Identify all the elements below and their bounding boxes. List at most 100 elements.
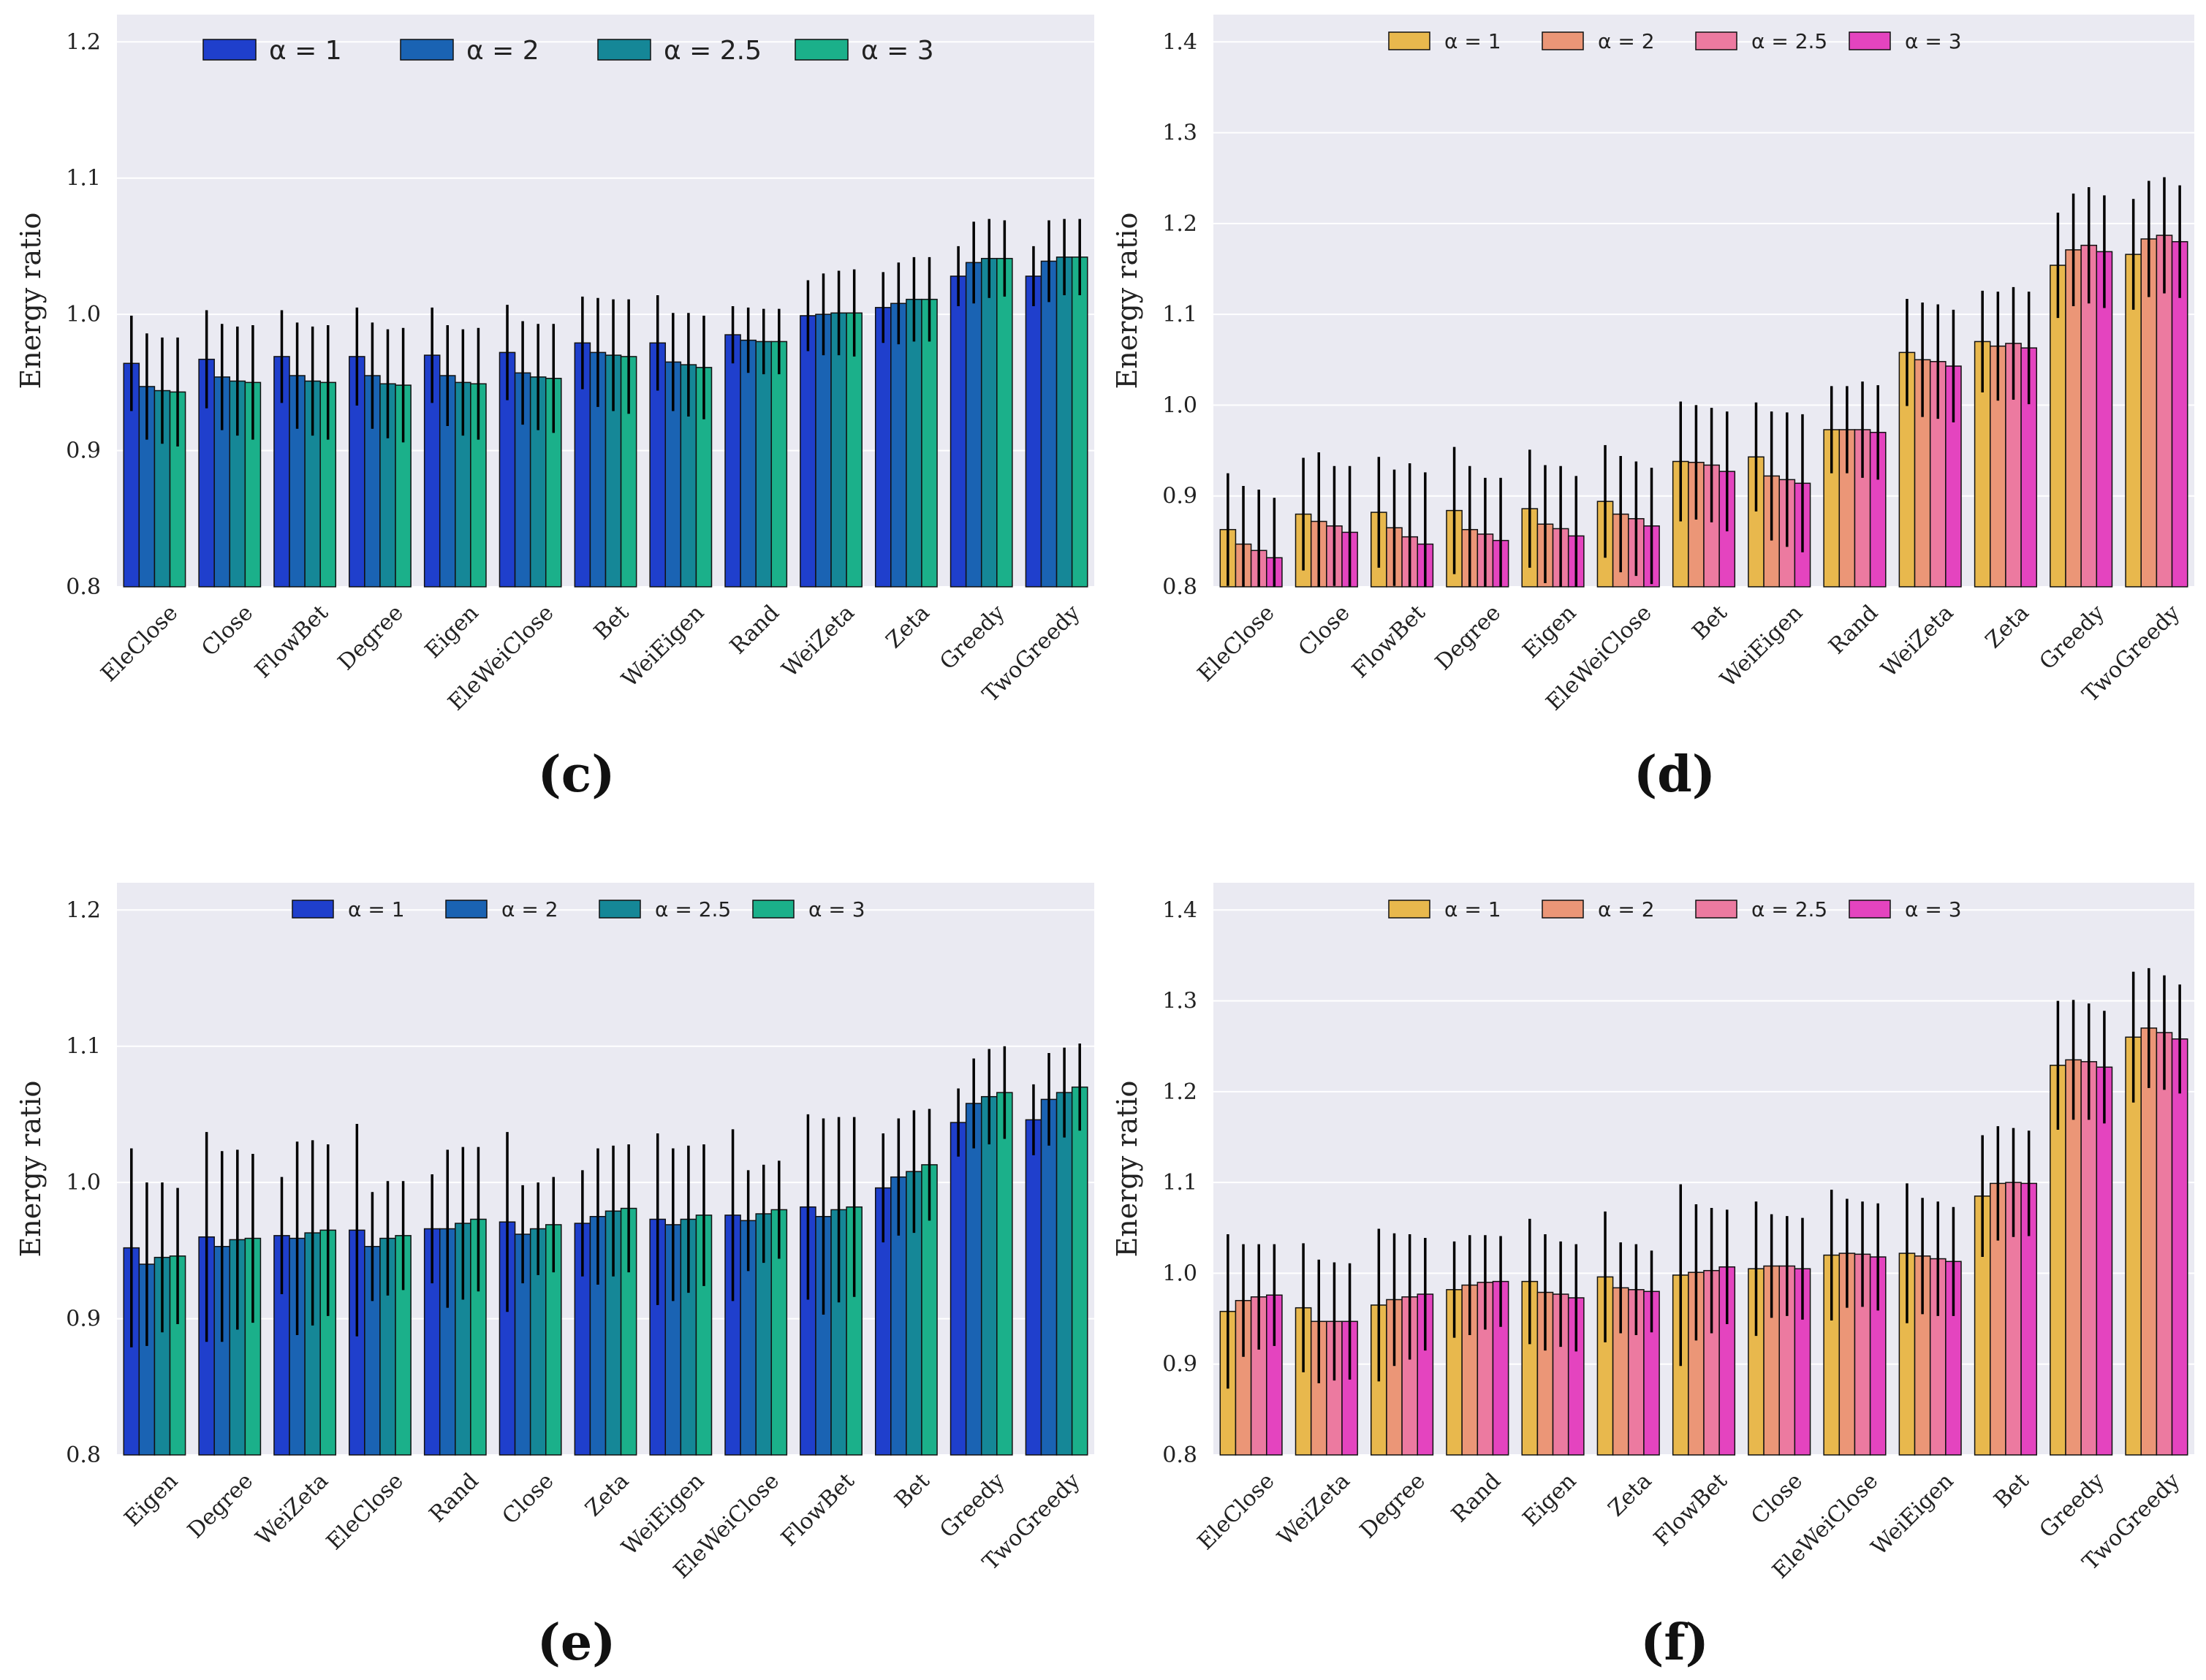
- x-tick-label: Greedy: [2035, 1468, 2110, 1543]
- legend-swatch: [1542, 900, 1584, 919]
- bar: [1025, 1119, 1042, 1456]
- x-tick-label: Eigen: [120, 1468, 183, 1532]
- y-tick-label: 1.4: [1162, 897, 1197, 923]
- chart-panel-3: 0.8 0.9 1.0 1.1 1.2 1.3 1.4 Energy ratio EleClos…: [1111, 883, 2194, 1672]
- x-tick-label: Eigen: [1518, 1468, 1582, 1532]
- y-tick-label: 1.3: [1162, 121, 1197, 146]
- x-tick-label: Greedy: [935, 1468, 1010, 1543]
- legend-label: α = 2.5: [1751, 29, 1827, 53]
- x-tick-label: Degree: [183, 1468, 258, 1543]
- bar: [890, 303, 907, 588]
- bar: [2171, 1038, 2188, 1456]
- x-tick-label: Close: [1294, 600, 1355, 661]
- x-tick-label: WeiEigen: [1866, 1468, 1958, 1560]
- legend-swatch: [202, 39, 257, 61]
- bar: [950, 1122, 967, 1456]
- bar: [1055, 256, 1073, 588]
- chart-panel-1: 0.8 0.9 1.0 1.1 1.2 1.3 1.4 Energy ratio EleClos…: [1111, 15, 2194, 804]
- legend-label: α = 2: [466, 36, 539, 66]
- x-tick-label: Rand: [1824, 600, 1883, 659]
- bar: [980, 1095, 998, 1456]
- x-tick-label: WeiZeta: [777, 600, 860, 683]
- legend-label: α = 3: [1905, 897, 1962, 921]
- bar: [2080, 1061, 2098, 1456]
- legend-label: α = 2: [1598, 897, 1655, 921]
- x-tick-label: WeiEigen: [1716, 600, 1808, 692]
- legend-label: α = 3: [861, 36, 934, 66]
- bar: [906, 298, 922, 588]
- y-axis-label: Energy ratio: [1111, 213, 1143, 389]
- y-tick-label: 0.9: [66, 1307, 101, 1332]
- y-tick-label: 1.2: [66, 29, 101, 55]
- legend-label: α = 2.5: [655, 897, 731, 921]
- y-tick-label: 1.1: [66, 1034, 101, 1060]
- bar: [800, 315, 816, 588]
- legend-swatch: [292, 900, 334, 919]
- y-tick-label: 0.9: [66, 438, 101, 464]
- y-tick-label: 1.0: [66, 302, 101, 327]
- bar: [1040, 1098, 1058, 1456]
- bar: [1071, 1086, 1088, 1456]
- x-tick-label: Zeta: [580, 1468, 634, 1521]
- y-tick-label: 0.8: [1162, 574, 1197, 600]
- y-tick-label: 1.0: [66, 1170, 101, 1196]
- y-tick-label: 1.2: [1162, 211, 1197, 237]
- chart-panel-0: 0.8 0.9 1.0 1.1 1.2 Energy ratio EleClose Close…: [15, 15, 1094, 804]
- legend-swatch: [599, 900, 641, 919]
- bar: [724, 334, 741, 588]
- panel-label: (d): [1634, 745, 1716, 804]
- panel-label: (e): [537, 1614, 616, 1672]
- bar: [2096, 1066, 2113, 1456]
- legend-swatch: [1695, 31, 1737, 50]
- x-tick-label: Rand: [425, 1468, 484, 1527]
- legend-label: α = 2.5: [1751, 897, 1827, 921]
- legend-label: α = 3: [1905, 29, 1962, 53]
- x-tick-label: EleClose: [1193, 600, 1280, 687]
- x-tick-label: Bet: [1989, 1468, 2033, 1513]
- legend-swatch: [1849, 31, 1891, 50]
- panel-label: (f): [1640, 1614, 1709, 1672]
- x-tick-label: Bet: [589, 600, 634, 645]
- y-tick-label: 0.8: [66, 1443, 101, 1468]
- x-tick-label: WeiZeta: [251, 1468, 333, 1551]
- bar: [770, 341, 788, 588]
- bar: [740, 339, 757, 588]
- legend-swatch: [1695, 900, 1737, 919]
- bar: [755, 341, 773, 588]
- bar: [874, 307, 892, 588]
- bar: [1040, 260, 1058, 588]
- y-tick-label: 1.0: [1162, 392, 1197, 418]
- x-tick-label: WeiZeta: [1273, 1468, 1355, 1551]
- legend-swatch: [795, 39, 849, 61]
- y-tick-label: 1.2: [66, 897, 101, 923]
- y-tick-label: 1.0: [1162, 1261, 1197, 1286]
- x-tick-label: Greedy: [935, 600, 1010, 675]
- x-tick-label: Zeta: [1981, 600, 2034, 653]
- bar: [1025, 275, 1042, 588]
- chart-panel-2: 0.8 0.9 1.0 1.1 1.2 Energy ratio Eigen DegreeWe…: [15, 883, 1094, 1672]
- x-tick-label: Bet: [1688, 600, 1732, 645]
- bar: [1055, 1092, 1073, 1456]
- legend-swatch: [752, 900, 795, 919]
- x-tick-label: WeiZeta: [1876, 600, 1959, 683]
- y-tick-label: 1.1: [66, 166, 101, 191]
- legend-swatch: [445, 900, 488, 919]
- legend-label: α = 1: [269, 36, 342, 66]
- x-tick-label: FlowBet: [250, 600, 333, 683]
- legend-label: α = 2: [1598, 29, 1655, 53]
- bar: [921, 298, 938, 588]
- bar: [965, 1103, 982, 1456]
- bar: [980, 257, 998, 588]
- y-axis-label: Energy ratio: [15, 1081, 47, 1258]
- x-tick-label: Degree: [333, 600, 409, 675]
- x-tick-label: EleClose: [1193, 1468, 1280, 1555]
- legend-label: α = 2: [501, 897, 558, 921]
- x-tick-label: Zeta: [882, 600, 935, 653]
- x-tick-label: Close: [498, 1468, 559, 1529]
- x-tick-label: Degree: [1430, 600, 1506, 675]
- legend-label: α = 3: [808, 897, 865, 921]
- y-tick-label: 0.8: [66, 574, 101, 600]
- x-tick-label: Greedy: [2035, 600, 2110, 675]
- y-tick-label: 1.1: [1162, 1170, 1197, 1196]
